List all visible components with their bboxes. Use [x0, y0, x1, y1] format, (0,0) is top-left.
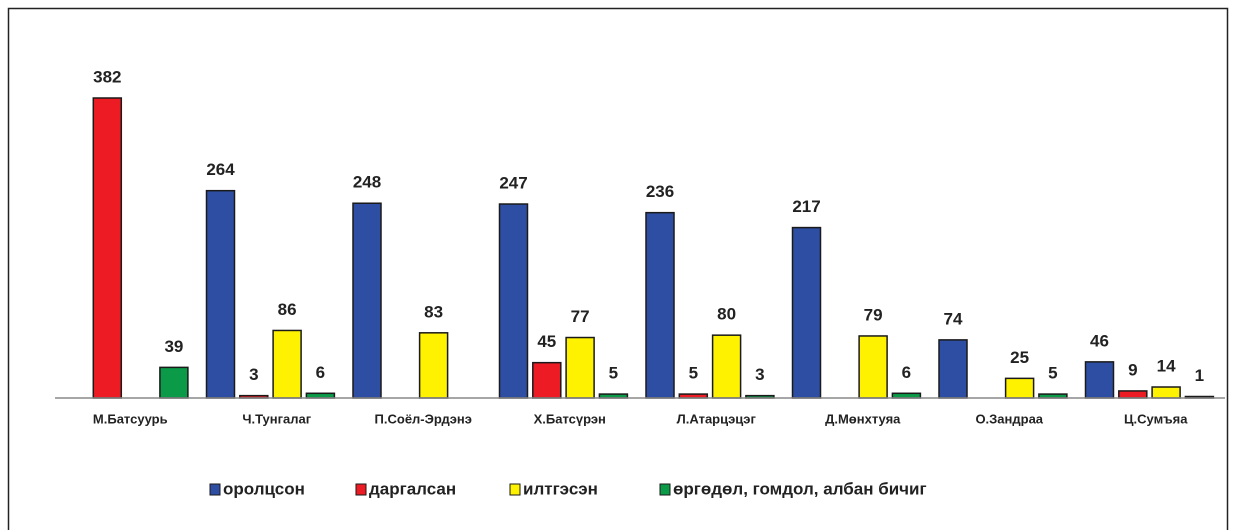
legend-swatch [355, 483, 367, 496]
bar [791, 226, 822, 399]
bar [272, 329, 302, 399]
bar [532, 361, 562, 399]
value-label: 236 [646, 182, 674, 201]
x-tick-label: М.Батсуурь [93, 411, 168, 426]
value-label: 45 [537, 332, 556, 351]
value-label: 3 [755, 365, 764, 384]
legend-label: оролцсон [223, 479, 305, 498]
x-tick-label: П.Соёл-Эрдэнэ [375, 411, 472, 426]
bar [645, 211, 675, 399]
value-label: 79 [864, 305, 883, 324]
legend-label: өргөдөл, гомдол, албан бичиг [673, 479, 927, 498]
value-label: 25 [1010, 348, 1029, 367]
bar [498, 203, 529, 399]
bar [1151, 386, 1181, 399]
value-label: 6 [902, 363, 911, 382]
value-label: 5 [689, 364, 698, 383]
value-label: 74 [944, 309, 963, 328]
x-tick-label: Д.Мөнхтуяа [825, 411, 901, 426]
bar [205, 189, 236, 399]
x-tick-label: Ц.Сумъяа [1124, 411, 1188, 426]
value-label: 248 [353, 173, 381, 192]
value-label: 5 [609, 364, 618, 383]
bar [1118, 390, 1148, 399]
value-label: 39 [164, 337, 183, 356]
value-label: 83 [424, 302, 443, 321]
bar [418, 332, 449, 399]
value-label: 264 [206, 160, 235, 179]
legend-label: даргалсан [369, 479, 456, 498]
bar [92, 97, 123, 399]
x-tick-label: Л.Атарцэцэг [677, 411, 757, 426]
legend-swatch [659, 483, 671, 496]
bar [938, 339, 968, 399]
bar [711, 334, 742, 399]
value-label: 80 [717, 305, 736, 324]
value-label: 5 [1048, 364, 1057, 383]
value-label: 14 [1157, 356, 1176, 375]
value-label: 9 [1128, 360, 1137, 379]
value-label: 86 [278, 300, 297, 319]
value-label: 77 [571, 307, 590, 326]
x-tick-label: О.Зандраа [975, 411, 1043, 426]
legend-swatch [509, 483, 521, 496]
bar [858, 335, 888, 399]
value-label: 1 [1195, 366, 1204, 385]
bar [159, 366, 189, 399]
bar [1084, 361, 1115, 399]
value-label: 46 [1090, 331, 1109, 350]
value-label: 217 [792, 197, 820, 216]
legend-swatch [209, 483, 221, 496]
chart-frame [7, 7, 1229, 530]
legend-label: илтгэсэн [523, 479, 598, 498]
bar [352, 202, 382, 399]
value-label: 382 [93, 67, 121, 86]
x-tick-label: Ч.Тунгалаг [242, 411, 311, 426]
bar [1004, 377, 1035, 399]
value-label: 247 [499, 174, 527, 193]
x-tick-label: Х.Батсүрэн [534, 411, 606, 426]
value-label: 6 [316, 363, 325, 382]
bar [565, 336, 595, 399]
value-label: 3 [249, 365, 258, 384]
